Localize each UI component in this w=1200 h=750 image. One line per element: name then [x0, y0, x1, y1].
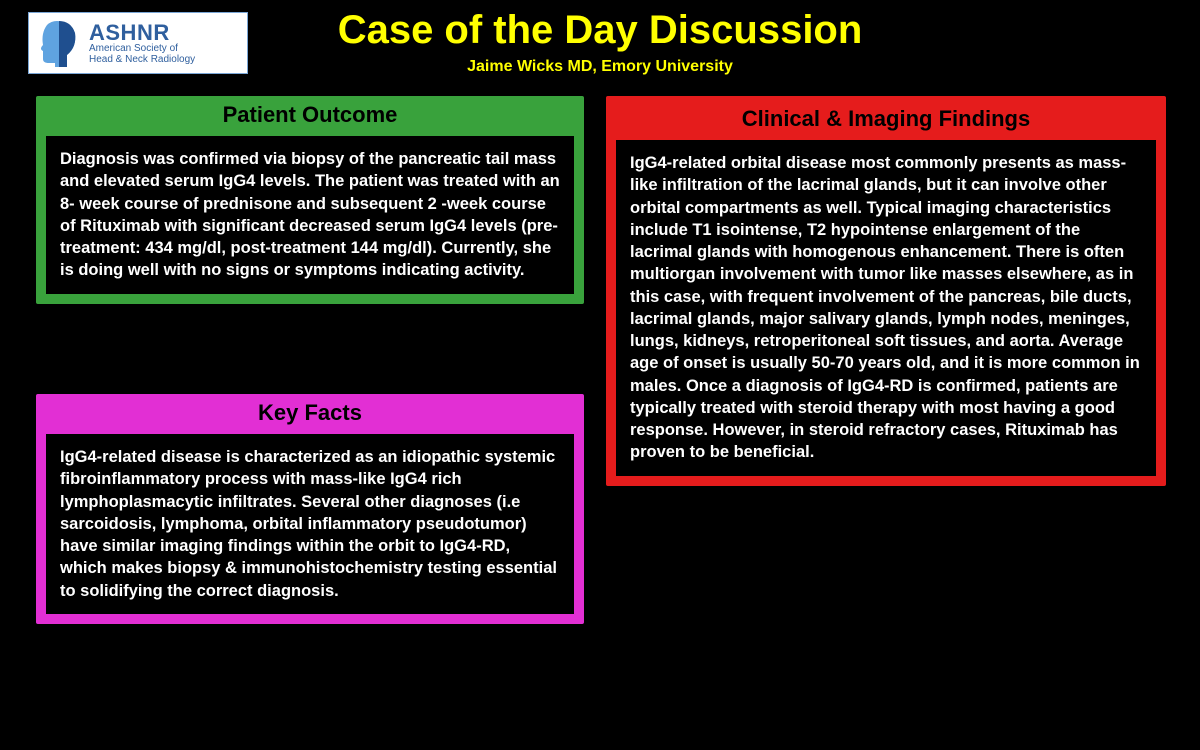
panel-body-outcome: Diagnosis was confirmed via biopsy of th… [46, 136, 574, 294]
panel-key-facts: Key Facts IgG4-related disease is charac… [36, 394, 584, 624]
panel-header-outcome: Patient Outcome [36, 96, 584, 136]
panel-body-clinical: IgG4-related orbital disease most common… [616, 140, 1156, 476]
panel-clinical-imaging: Clinical & Imaging Findings IgG4-related… [606, 96, 1166, 486]
page-subtitle: Jaime Wicks MD, Emory University [0, 58, 1200, 76]
panel-header-clinical: Clinical & Imaging Findings [606, 96, 1166, 140]
panel-body-keyfacts: IgG4-related disease is characterized as… [46, 434, 574, 614]
page-title: Case of the Day Discussion [0, 8, 1200, 53]
panel-header-keyfacts: Key Facts [36, 394, 584, 434]
panel-patient-outcome: Patient Outcome Diagnosis was confirmed … [36, 96, 584, 304]
